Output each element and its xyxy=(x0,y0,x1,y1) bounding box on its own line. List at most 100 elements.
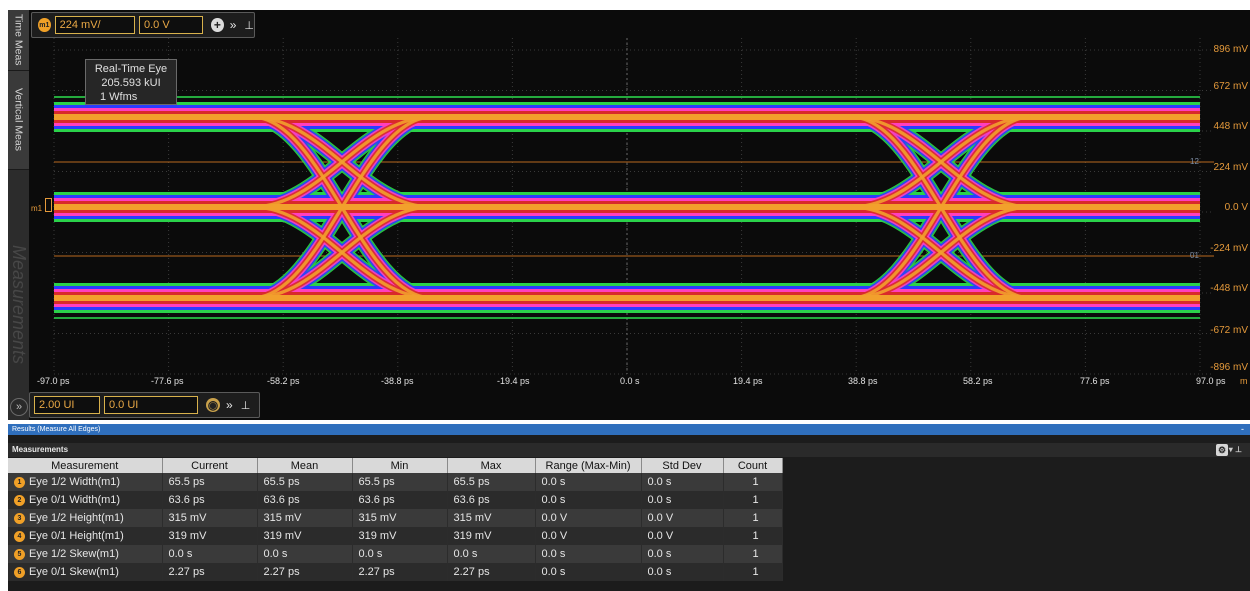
tab-vertical-meas[interactable]: Vertical Meas xyxy=(8,71,29,170)
column-header[interactable]: Std Dev xyxy=(641,458,724,473)
expand-icon[interactable]: » xyxy=(229,18,237,32)
table-cell: 63.6 ps xyxy=(162,491,258,509)
column-header[interactable]: Mean xyxy=(257,458,353,473)
y-tick-label: 672 mV xyxy=(1213,81,1248,92)
measurement-name: Eye 1/2 Height(m1) xyxy=(29,512,124,524)
table-cell: 0.0 V xyxy=(641,527,724,545)
results-title: Results (Measure All Edges) xyxy=(12,426,101,433)
table-cell: 2.27 ps xyxy=(257,563,353,581)
column-header[interactable]: Min xyxy=(352,458,448,473)
marker-badge[interactable]: m1 xyxy=(38,18,51,32)
table-cell: 319 mV xyxy=(352,527,448,545)
table-row[interactable]: 5 Eye 1/2 Skew(m1) 0.0 s 0.0 s 0.0 s 0.0 s 0.0… xyxy=(8,545,783,563)
measurement-number-badge: 1 xyxy=(14,476,25,488)
threshold-tag-01: 01 xyxy=(1190,251,1199,260)
measurement-number-badge: 4 xyxy=(14,530,25,542)
table-cell: 0.0 s xyxy=(257,545,353,563)
y-tick-label: 896 mV xyxy=(1213,44,1248,55)
eye-info-tooltip: Real-Time Eye 205.593 kUI 1 Wfms xyxy=(85,59,177,105)
table-cell: 0.0 s xyxy=(641,545,724,563)
measurement-name: Eye 0/1 Skew(m1) xyxy=(29,566,119,578)
eye-transition-band xyxy=(251,115,1032,209)
add-icon[interactable]: + xyxy=(211,18,224,32)
table-cell: 0.0 s xyxy=(535,545,642,563)
pin-icon[interactable]: ⊥ xyxy=(244,19,254,32)
tooltip-wfms: 1 Wfms xyxy=(100,91,138,103)
vertical-scale-field[interactable]: 224 mV/ xyxy=(54,16,135,34)
x-tick-label: -58.2 ps xyxy=(267,376,300,386)
minimize-icon[interactable]: - xyxy=(1241,424,1244,434)
table-cell: 319 mV xyxy=(162,527,258,545)
table-cell: 0.0 V xyxy=(535,509,642,527)
table-cell: 315 mV xyxy=(162,509,258,527)
table-cell: 1 xyxy=(723,473,783,491)
y-tick-label: 224 mV xyxy=(1213,162,1248,173)
table-cell: 65.5 ps xyxy=(352,473,448,491)
table-cell: 1 xyxy=(723,545,783,563)
marker-label[interactable]: m1 xyxy=(31,204,43,213)
table-cell: 1 xyxy=(723,509,783,527)
horizontal-scale-toolbar: 2.00 UI 0.0 UI ◉ » ⊥ xyxy=(29,392,260,418)
table-row[interactable]: 6 Eye 0/1 Skew(m1) 2.27 ps 2.27 ps 2.27 ps 2.… xyxy=(8,563,783,581)
table-header-row: Measurement Current Mean Min Max Range (Max-M… xyxy=(8,458,783,473)
table-cell: 0.0 s xyxy=(535,491,642,509)
time-ref-icon[interactable]: ◉ xyxy=(206,398,220,412)
table-row[interactable]: 4 Eye 0/1 Height(m1) 319 mV 319 mV 319 mV 319… xyxy=(8,527,783,545)
x-tick-label: -77.6 ps xyxy=(151,376,184,386)
eye-diagram-canvas[interactable] xyxy=(29,10,1250,420)
tab-time-meas[interactable]: Time Meas xyxy=(8,10,29,71)
measurement-number-badge: 5 xyxy=(14,548,25,560)
table-cell: 0.0 s xyxy=(641,491,724,509)
gear-icon[interactable]: ⚙ xyxy=(1216,444,1228,456)
measurement-number-badge: 3 xyxy=(14,512,25,524)
table-body: 1 Eye 1/2 Width(m1) 65.5 ps 65.5 ps 65.5 ps 6… xyxy=(8,473,783,581)
y-tick-label: 448 mV xyxy=(1213,121,1248,132)
measurements-header: Measurements ⚙ ▾ ⊥ xyxy=(8,443,1250,457)
measurement-name: Eye 1/2 Skew(m1) xyxy=(29,548,119,560)
table-cell: 315 mV xyxy=(447,509,536,527)
column-header[interactable]: Count xyxy=(723,458,783,473)
tooltip-ui-count: 205.593 kUI xyxy=(101,77,161,89)
results-title-bar[interactable]: Results (Measure All Edges) - xyxy=(8,424,1250,435)
pin-icon[interactable]: ⊥ xyxy=(240,399,251,412)
horizontal-offset-field[interactable]: 0.0 UI xyxy=(104,396,198,414)
table-cell: 315 mV xyxy=(352,509,448,527)
column-header[interactable]: Measurement xyxy=(8,458,163,473)
vertical-offset-field[interactable]: 0.0 V xyxy=(138,16,204,34)
x-tick-label: -97.0 ps xyxy=(37,376,70,386)
table-cell: 0.0 s xyxy=(641,473,724,491)
table-cell: 0.0 s xyxy=(535,563,642,581)
measurement-name-cell: 1 Eye 1/2 Width(m1) xyxy=(8,473,163,491)
table-row[interactable]: 2 Eye 0/1 Width(m1) 63.6 ps 63.6 ps 63.6 ps 6… xyxy=(8,491,783,509)
column-header[interactable]: Range (Max-Min) xyxy=(535,458,642,473)
threshold-tag-12: 12 xyxy=(1190,157,1199,166)
tooltip-title: Real-Time Eye xyxy=(94,63,168,75)
table-cell: 1 xyxy=(723,527,783,545)
table-cell: 2.27 ps xyxy=(162,563,258,581)
expand-side-icon[interactable]: » xyxy=(10,398,28,416)
column-header[interactable]: Max xyxy=(447,458,536,473)
table-cell: 0.0 V xyxy=(641,509,724,527)
horizontal-scale-field[interactable]: 2.00 UI xyxy=(34,396,100,414)
table-row[interactable]: 1 Eye 1/2 Width(m1) 65.5 ps 65.5 ps 65.5 ps 6… xyxy=(8,473,783,491)
tab-measurements[interactable]: Measurements xyxy=(9,245,29,365)
expand-icon[interactable]: » xyxy=(226,398,233,412)
side-tab-strip: Time Meas Vertical Meas Measurements xyxy=(8,10,29,420)
chevron-down-icon[interactable]: ▾ ⊥ xyxy=(1228,445,1242,454)
vertical-scale-toolbar: m1 224 mV/ 0.0 V + » ⊥ xyxy=(31,12,255,38)
measurement-name-cell: 2 Eye 0/1 Width(m1) xyxy=(8,491,163,509)
y-tick-label: -672 mV xyxy=(1210,325,1248,336)
measurement-number-badge: 6 xyxy=(14,566,25,578)
measurement-name-cell: 4 Eye 0/1 Height(m1) xyxy=(8,527,163,545)
column-header[interactable]: Current xyxy=(162,458,258,473)
marker-handle[interactable] xyxy=(45,198,52,212)
measurements-table: Measurement Current Mean Min Max Range (Max-M… xyxy=(8,458,783,581)
table-row[interactable]: 3 Eye 1/2 Height(m1) 315 mV 315 mV 315 mV 315… xyxy=(8,509,783,527)
table-cell: 1 xyxy=(723,491,783,509)
table-cell: 0.0 s xyxy=(162,545,258,563)
eye-transition-band xyxy=(251,115,1032,300)
table-cell: 0.0 s xyxy=(535,473,642,491)
table-cell: 65.5 ps xyxy=(162,473,258,491)
x-tick-label: 77.6 ps xyxy=(1080,376,1110,386)
x-tick-label: 58.2 ps xyxy=(963,376,993,386)
